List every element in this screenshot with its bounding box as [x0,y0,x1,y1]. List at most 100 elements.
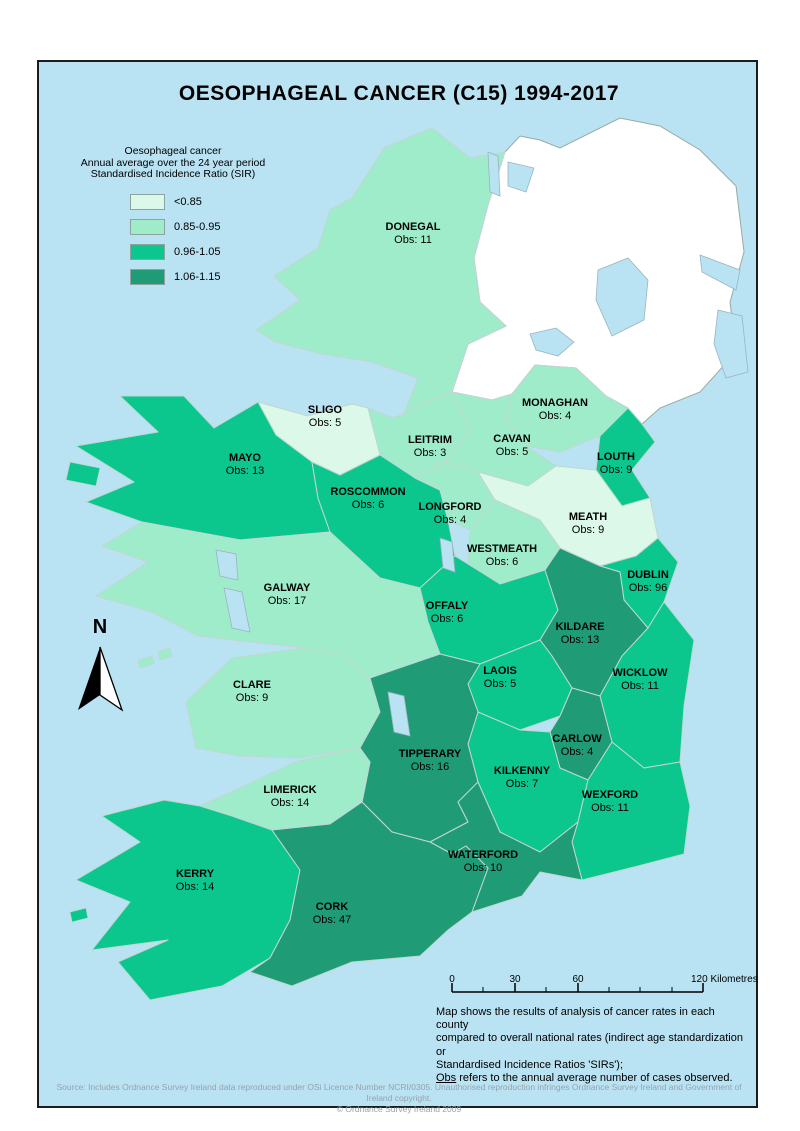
county-label-leitrim: LEITRIM Obs: 3 [408,434,452,460]
county-obs-value: Obs: 6 [430,613,464,625]
county-name: WICKLOW [612,667,668,679]
obs-underlined-word: Obs [436,1072,457,1085]
legend-swatch-class1 [130,194,165,210]
lough-corrib [223,587,251,633]
county-obs-value: Obs: 9 [599,464,633,476]
legend-label: <0.85 [174,196,202,208]
county-obs-value: Obs: 13 [560,634,600,646]
county-label-laois: LAOIS Obs: 5 [483,665,517,691]
county-label-cavan: CAVAN Obs: 5 [493,433,530,459]
county-name: KERRY [175,868,215,880]
county-label-kerry: KERRY Obs: 14 [176,868,215,894]
county-name: MONAGHAN [522,397,588,409]
north-arrow-left-half [78,647,100,710]
county-label-carlow: CARLOW Obs: 4 [552,733,602,759]
north-arrow-right-half [99,646,124,712]
legend-label: 1.06-1.15 [174,271,221,283]
lough-ree [439,537,456,573]
county-label-offaly: OFFALY Obs: 6 [426,600,468,626]
county-name: CLARE [233,679,271,691]
scalebar-end-label: 120 Kilometres [691,974,758,985]
county-name: CORK [315,901,349,913]
county-obs-value: Obs: 3 [413,447,447,459]
legend-heading-line: Standardised Incidence Ratio (SIR) [90,168,256,180]
county-obs-value: Obs: 4 [433,514,467,526]
aran-island-1 [137,655,155,669]
county-name: KILDARE [555,621,605,633]
legend-heading-line: Annual average over the 24 year period [80,156,266,169]
valentia-island [69,907,89,923]
scalebar-tick-0: 0 [449,974,455,985]
county-obs-value: Obs: 96 [628,582,668,594]
county-name: WESTMEATH [466,543,538,555]
county-obs-value: Obs: 7 [505,778,539,790]
county-name: TIPPERARY [398,748,462,760]
county-label-galway: GALWAY Obs: 17 [264,582,311,608]
county-obs-value: Obs: 14 [270,797,310,809]
county-shape-cork [249,801,489,987]
lough-mask [215,549,239,581]
county-shape-clare [185,647,381,759]
legend-swatch-class3 [130,244,165,260]
lough-swilly [487,151,501,197]
legend-label: 0.96-1.05 [174,246,221,258]
county-name: KILKENNY [493,765,551,777]
county-label-longford: LONGFORD Obs: 4 [419,501,482,527]
legend-swatch-class4 [130,269,165,285]
county-label-kildare: KILDARE Obs: 13 [556,621,605,647]
county-obs-value: Obs: 6 [485,556,519,568]
county-name: MAYO [229,452,261,464]
county-label-sligo: SLIGO Obs: 5 [308,404,342,430]
county-name: WEXFORD [581,789,639,801]
lough-foyle [507,161,535,193]
scalebar-tick-60: 60 [572,974,584,985]
county-name: LEITRIM [408,434,452,446]
lough-derg [387,691,411,737]
county-name: LAOIS [483,665,517,677]
notes-line: compared to overall national rates (indi… [436,1032,743,1058]
county-name: GALWAY [263,582,311,594]
county-name: CAVAN [493,433,531,445]
county-obs-value: Obs: 6 [351,499,385,511]
county-name: LIMERICK [263,784,317,796]
county-obs-value: Obs: 11 [621,680,659,692]
map-notes: Map shows the results of analysis of can… [436,1006,746,1085]
page-title: OESOPHAGEAL CANCER (C15) 1994-2017 [178,82,620,105]
county-name: SLIGO [307,404,343,416]
county-obs-value: Obs: 16 [410,761,450,773]
achill-island [65,461,101,487]
county-label-meath: MEATH Obs: 9 [569,511,607,537]
county-label-wicklow: WICKLOW Obs: 11 [613,667,668,693]
notes-line: Standardised Incidence Ratios 'SIRs'); [436,1058,624,1071]
county-name: DUBLIN [627,569,669,581]
county-label-waterford: WATERFORD Obs: 10 [448,849,518,875]
source-line: Source: Includes Ordnance Survey Ireland… [56,1082,742,1103]
strangford-lough [713,309,749,379]
legend-swatch-class2 [130,219,165,235]
county-shape-wexford [571,741,691,881]
county-shape-roscommon [311,454,456,589]
county-name: OFFALY [425,600,469,612]
north-arrow-label: N [92,616,108,638]
county-label-mayo: MAYO Obs: 13 [226,452,265,478]
legend-label: 0.85-0.95 [174,221,221,233]
county-obs-value: Obs: 11 [591,802,629,814]
county-obs-value: Obs: 9 [571,524,605,536]
county-obs-value: Obs: 10 [463,862,503,874]
obs-definition: refers to the annual average number of c… [456,1072,733,1085]
county-obs-value: Obs: 47 [312,914,352,926]
county-obs-value: Obs: 11 [394,234,432,246]
county-obs-value: Obs: 13 [225,465,265,477]
county-name: LOUTH [597,451,635,463]
county-obs-value: Obs: 4 [538,410,572,422]
county-obs-value: Obs: 9 [235,692,269,704]
county-label-dublin: DUBLIN Obs: 96 [627,569,669,595]
belfast-lough [699,254,741,291]
source-attribution: Source: Includes Ordnance Survey Ireland… [50,1082,748,1115]
notes-line-obs: Obs refers to the annual average number … [436,1072,746,1085]
county-obs-value: Obs: 17 [267,595,307,607]
county-shape-donegal [255,127,507,415]
aran-island-2 [157,647,173,661]
